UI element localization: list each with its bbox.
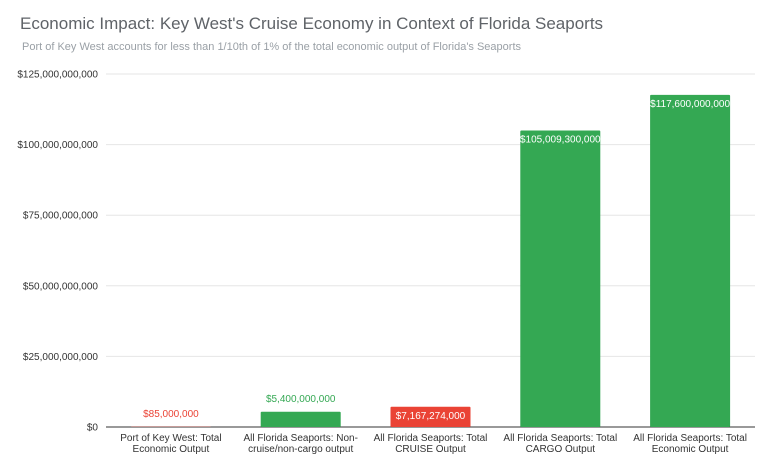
bar <box>260 411 341 427</box>
x-category-label: Port of Key West: Total Economic Output <box>120 433 221 455</box>
y-tick-label: $100,000,000,000 <box>17 140 98 151</box>
y-tick-label: $0 <box>87 423 99 434</box>
bar <box>650 94 731 428</box>
y-tick-label: $25,000,000,000 <box>23 352 99 363</box>
y-tick-label: $50,000,000,000 <box>23 281 99 292</box>
bar <box>520 130 601 427</box>
y-tick-label: $125,000,000,000 <box>17 70 98 81</box>
y-tick-label: $75,000,000,000 <box>23 211 99 222</box>
data-label: $117,600,000,000 <box>650 99 730 110</box>
chart-title: Economic Impact: Key West's Cruise Econo… <box>20 14 604 33</box>
x-category-label: All Florida Seaports: Total CRUISE Output <box>374 433 488 455</box>
data-label: $5,400,000,000 <box>266 394 336 405</box>
bar <box>390 406 471 427</box>
data-label: $7,167,274,000 <box>396 411 466 422</box>
x-category-label: All Florida Seaports: Total CARGO Output <box>503 433 617 455</box>
x-category-label: All Florida Seaports: Non-cruise/non-car… <box>243 433 358 455</box>
chart-subtitle: Port of Key West accounts for less than … <box>22 41 522 53</box>
x-category-label: All Florida Seaports: Total Economic Outp… <box>633 433 747 455</box>
data-label: $105,009,300,000 <box>520 134 601 145</box>
data-label: $85,000,000 <box>143 409 199 420</box>
